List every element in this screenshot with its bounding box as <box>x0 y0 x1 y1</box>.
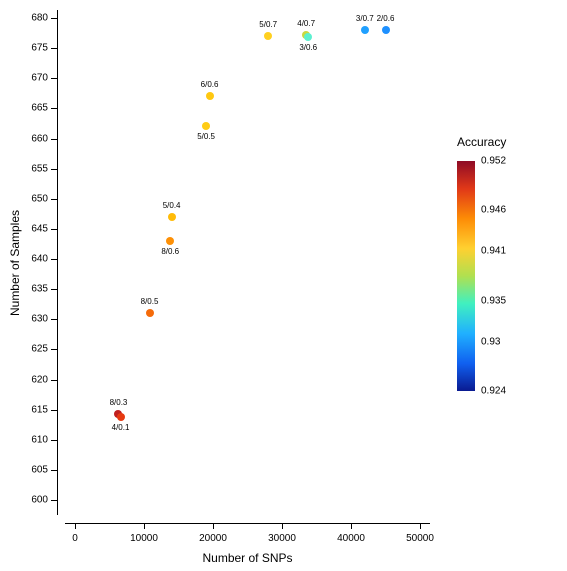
y-tick-label: 645 <box>20 223 48 234</box>
chart-container: 0 10000 20000 30000 40000 50000 600 605 610 615 62… <box>0 0 567 571</box>
data-point-label: 3/0.6 <box>299 43 317 52</box>
y-tick <box>51 349 57 350</box>
y-tick-label: 665 <box>20 103 48 114</box>
data-point-label: 5/0.7 <box>259 20 277 29</box>
y-tick <box>51 169 57 170</box>
y-tick-label: 655 <box>20 163 48 174</box>
x-tick-label: 20000 <box>199 533 227 544</box>
y-tick-label: 625 <box>20 344 48 355</box>
y-tick-label: 610 <box>20 434 48 445</box>
x-axis-title: Number of SNPs <box>202 551 292 565</box>
data-point <box>202 122 210 130</box>
colorbar-tick-label: 0.946 <box>481 205 506 216</box>
y-axis <box>57 10 58 515</box>
y-tick-label: 635 <box>20 284 48 295</box>
colorbar-tick-label: 0.93 <box>481 336 500 347</box>
data-point <box>146 309 154 317</box>
color-legend: Accuracy 0.9520.9460.9410.9350.930.924 <box>457 135 547 391</box>
y-tick <box>51 229 57 230</box>
x-tick <box>282 523 283 529</box>
y-tick-label: 670 <box>20 73 48 84</box>
data-point <box>361 26 369 34</box>
colorbar <box>457 161 475 391</box>
y-tick <box>51 139 57 140</box>
data-point-label: 3/0.7 <box>356 14 374 23</box>
data-point-label: 8/0.6 <box>161 247 179 256</box>
y-tick <box>51 440 57 441</box>
colorbar-tick-label: 0.935 <box>481 295 506 306</box>
x-tick <box>144 523 145 529</box>
y-tick-label: 680 <box>20 13 48 24</box>
y-tick <box>51 48 57 49</box>
x-tick-label: 0 <box>72 533 78 544</box>
data-point-label: 6/0.6 <box>201 80 219 89</box>
y-axis-title: Number of Samples <box>8 209 22 315</box>
y-tick-label: 600 <box>20 495 48 506</box>
colorbar-tick-label: 0.941 <box>481 246 506 257</box>
data-point-label: 4/0.1 <box>112 423 130 432</box>
x-tick <box>420 523 421 529</box>
x-tick-label: 10000 <box>130 533 158 544</box>
y-tick <box>51 18 57 19</box>
colorbar-tick-label: 0.952 <box>481 156 506 167</box>
data-point-label: 4/0.7 <box>297 19 315 28</box>
y-tick <box>51 380 57 381</box>
x-tick-label: 40000 <box>337 533 365 544</box>
y-tick <box>51 78 57 79</box>
y-tick <box>51 199 57 200</box>
data-point <box>168 213 176 221</box>
data-point-label: 8/0.3 <box>110 398 128 407</box>
y-tick <box>51 319 57 320</box>
x-tick <box>351 523 352 529</box>
x-tick-label: 30000 <box>268 533 296 544</box>
x-tick <box>213 523 214 529</box>
plot-area: 0100002000030000400005000060060561061562… <box>65 10 430 515</box>
data-point <box>117 413 125 421</box>
y-tick <box>51 259 57 260</box>
data-point <box>264 32 272 40</box>
y-tick-label: 675 <box>20 43 48 54</box>
y-tick-label: 605 <box>20 464 48 475</box>
y-tick-label: 650 <box>20 193 48 204</box>
x-tick <box>75 523 76 529</box>
y-tick-label: 615 <box>20 404 48 415</box>
y-tick <box>51 470 57 471</box>
data-point <box>206 92 214 100</box>
y-tick-label: 640 <box>20 254 48 265</box>
colorbar-tick-label: 0.924 <box>481 386 506 397</box>
y-tick <box>51 108 57 109</box>
y-tick-label: 660 <box>20 133 48 144</box>
x-axis <box>65 523 430 524</box>
data-point-label: 8/0.5 <box>141 297 159 306</box>
y-tick-label: 630 <box>20 314 48 325</box>
legend-title: Accuracy <box>457 135 547 149</box>
data-point <box>304 33 312 41</box>
y-tick <box>51 500 57 501</box>
colorbar-labels: 0.9520.9460.9410.9350.930.924 <box>481 161 547 391</box>
y-tick <box>51 289 57 290</box>
data-point <box>166 237 174 245</box>
y-tick-label: 620 <box>20 374 48 385</box>
data-point <box>382 26 390 34</box>
data-point-label: 2/0.6 <box>377 14 395 23</box>
data-point-label: 5/0.5 <box>197 132 215 141</box>
data-point-label: 5/0.4 <box>163 201 181 210</box>
y-tick <box>51 410 57 411</box>
x-tick-label: 50000 <box>406 533 434 544</box>
